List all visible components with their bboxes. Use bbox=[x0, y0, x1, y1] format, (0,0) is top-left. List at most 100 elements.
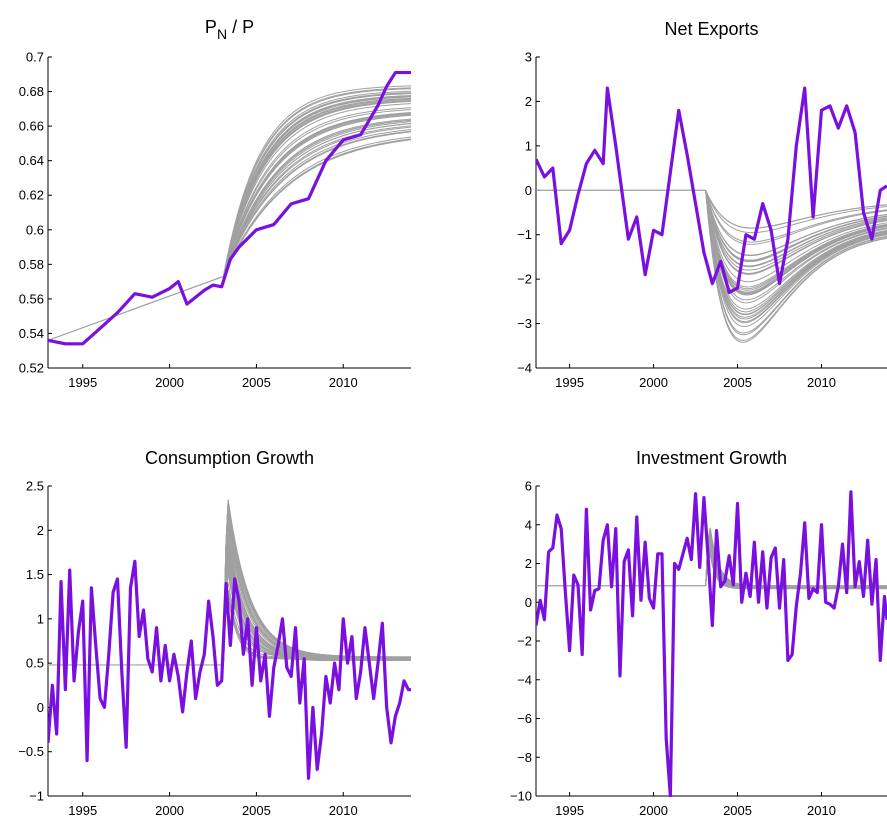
panel-relative-price: PN / P 0.52 0.54 0.56 0.58 0.6 0.62 0.64 0.66 0.6… bbox=[19, 17, 411, 390]
y-tick-label: −2 bbox=[517, 634, 532, 649]
forecast-path bbox=[705, 190, 887, 291]
forecast-path bbox=[705, 553, 887, 590]
actual-series-line bbox=[536, 490, 887, 797]
y-tick-label: 0.54 bbox=[19, 326, 44, 341]
x-tick-label: 1995 bbox=[68, 803, 97, 818]
forecast-path bbox=[222, 125, 411, 277]
x-tick-label: 1995 bbox=[68, 375, 97, 390]
forecast-path bbox=[705, 190, 887, 328]
x-tick-label: 2010 bbox=[329, 375, 358, 390]
forecast-path bbox=[705, 190, 887, 323]
y-tick-label: 0.56 bbox=[19, 291, 44, 306]
y-tick-label: −1 bbox=[517, 227, 532, 242]
forecast-path bbox=[705, 190, 887, 229]
forecast-path bbox=[222, 87, 411, 277]
forecast-path bbox=[705, 190, 887, 267]
x-tick-label: 1995 bbox=[555, 375, 584, 390]
y-tick-label: −2 bbox=[517, 272, 532, 287]
forecast-path bbox=[222, 90, 411, 277]
x-tick-label: 2005 bbox=[242, 375, 271, 390]
y-tick-label: 2 bbox=[37, 523, 44, 538]
y-tick-label: 6 bbox=[525, 479, 532, 494]
x-tick-label: 2010 bbox=[807, 803, 836, 818]
forecast-path bbox=[222, 129, 411, 277]
panel-net-exports: Net Exports −4 −3 −2 −1 0 1 2 3 1995 2000 2005 2010 bbox=[517, 19, 887, 390]
forecast-path bbox=[222, 107, 411, 277]
forecast-path bbox=[222, 130, 411, 277]
forecast-path bbox=[222, 118, 411, 277]
x-tick-label: 2010 bbox=[807, 375, 836, 390]
y-tick-label: 0.58 bbox=[19, 257, 44, 272]
forecast-path bbox=[705, 190, 887, 261]
panel-investment-growth: Investment Growth −10 −8 −6 −4 −2 0 2 4 6 1995 2000… bbox=[510, 448, 887, 818]
forecast-path bbox=[705, 190, 887, 316]
y-tick-label: −3 bbox=[517, 316, 532, 331]
forecast-path bbox=[705, 190, 887, 263]
forecast-path bbox=[705, 190, 887, 283]
forecast-path bbox=[705, 190, 887, 341]
y-tick-label: −4 bbox=[517, 361, 532, 376]
y-tick-label: 0.5 bbox=[26, 656, 44, 671]
x-tick-label: 2010 bbox=[329, 803, 358, 818]
forecast-path bbox=[222, 100, 411, 277]
plot-area bbox=[48, 499, 411, 780]
forecast-path bbox=[222, 123, 411, 277]
forecast-path bbox=[705, 190, 887, 313]
chart-title-investment-growth: Investment Growth bbox=[636, 448, 787, 468]
forecast-path bbox=[705, 190, 887, 275]
y-tick-label: 0 bbox=[525, 183, 532, 198]
x-tick-label: 2000 bbox=[155, 375, 184, 390]
forecast-path bbox=[222, 112, 411, 277]
forecast-path bbox=[222, 121, 411, 277]
chart-title-net-exports: Net Exports bbox=[664, 19, 758, 39]
plot-area bbox=[536, 490, 887, 797]
forecast-path bbox=[222, 126, 411, 277]
forecast-path bbox=[222, 112, 411, 277]
panel-consumption-growth: Consumption Growth −1 −0.5 0 0.5 1 1.5 2 2.5 1995… bbox=[18, 448, 411, 818]
chart-title-relative-price: PN / P bbox=[205, 17, 254, 42]
x-tick-label: 2000 bbox=[639, 375, 668, 390]
plot-area bbox=[536, 86, 887, 343]
chart-title-subscript: N bbox=[217, 26, 227, 42]
forecast-path bbox=[705, 190, 887, 288]
y-tick-label: 0.52 bbox=[19, 361, 44, 376]
chart-title-rest: / P bbox=[227, 17, 254, 37]
y-tick-label: 2 bbox=[525, 94, 532, 109]
chart-title-consumption-growth: Consumption Growth bbox=[145, 448, 314, 468]
forecast-path bbox=[705, 190, 887, 334]
forecast-path bbox=[705, 190, 887, 245]
forecast-baseline bbox=[48, 275, 224, 341]
y-tick-label: 0.7 bbox=[26, 50, 44, 65]
forecast-path bbox=[705, 190, 887, 229]
y-tick-label: 0 bbox=[37, 700, 44, 715]
y-tick-label: 2 bbox=[525, 556, 532, 571]
actual-series-line bbox=[48, 70, 411, 346]
forecast-path bbox=[222, 112, 411, 277]
y-tick-label: 0 bbox=[525, 595, 532, 610]
x-tick-label: 2005 bbox=[723, 803, 752, 818]
y-tick-label: 1 bbox=[37, 611, 44, 626]
forecast-path bbox=[705, 190, 887, 271]
forecast-path bbox=[705, 190, 887, 243]
plot-area bbox=[48, 70, 411, 346]
y-tick-label: 0.62 bbox=[19, 188, 44, 203]
x-tick-label: 2005 bbox=[723, 375, 752, 390]
forecast-path bbox=[222, 103, 411, 277]
y-tick-label: 3 bbox=[525, 50, 532, 65]
y-tick-label: 0.64 bbox=[19, 153, 44, 168]
forecast-path bbox=[222, 136, 411, 277]
forecast-path bbox=[222, 113, 411, 277]
x-tick-label: 2000 bbox=[155, 803, 184, 818]
x-tick-label: 2000 bbox=[639, 803, 668, 818]
forecast-path bbox=[705, 190, 887, 234]
y-tick-label: −8 bbox=[517, 750, 532, 765]
forecast-path bbox=[705, 543, 887, 588]
y-tick-label: 0.68 bbox=[19, 84, 44, 99]
y-tick-label: 1.5 bbox=[26, 567, 44, 582]
y-tick-label: −10 bbox=[510, 789, 532, 804]
y-tick-label: 0.6 bbox=[26, 222, 44, 237]
y-tick-label: 1 bbox=[525, 138, 532, 153]
forecast-path bbox=[222, 119, 411, 277]
forecast-path bbox=[705, 535, 887, 588]
